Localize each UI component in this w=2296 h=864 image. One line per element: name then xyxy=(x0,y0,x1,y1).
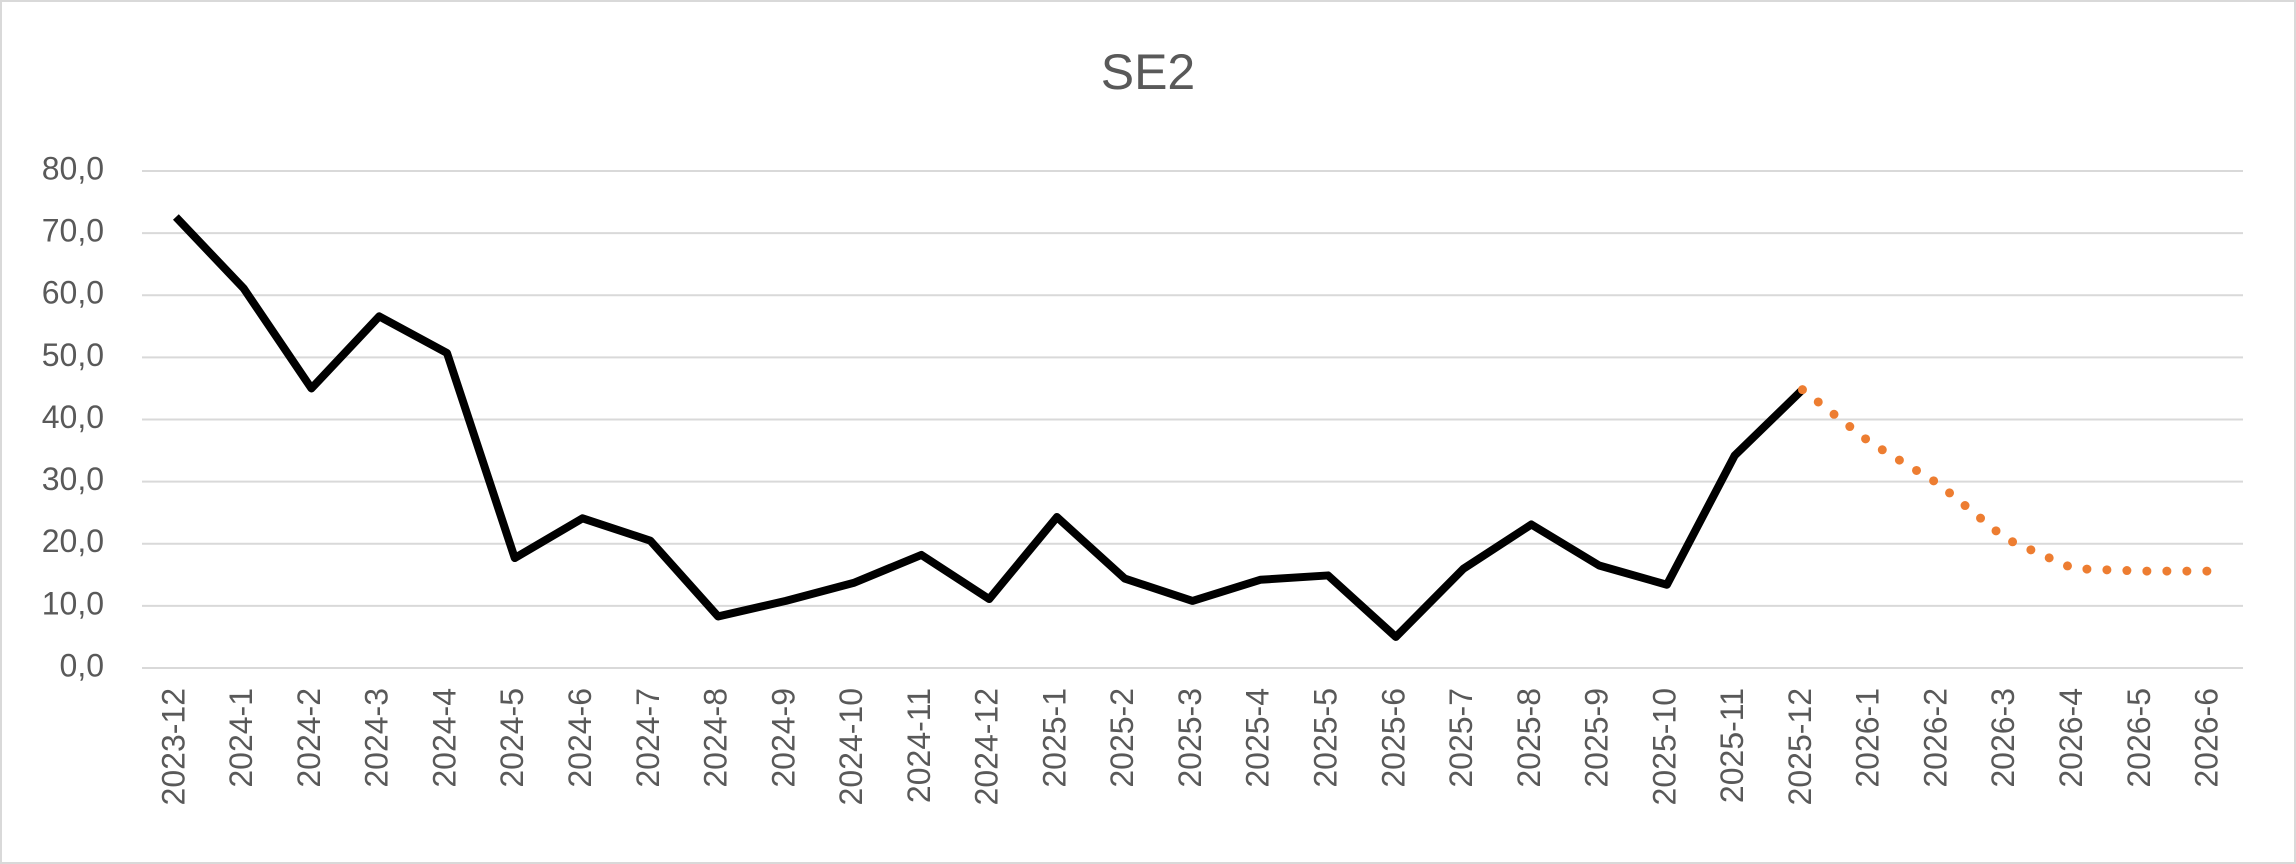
y-tick-label: 70,0 xyxy=(42,213,104,249)
y-tick-label: 0,0 xyxy=(60,647,104,683)
y-tick-label: 20,0 xyxy=(42,523,104,559)
y-tick-label: 10,0 xyxy=(42,585,104,621)
y-tick-label: 60,0 xyxy=(42,275,104,311)
x-tick-label: 2024-7 xyxy=(630,688,666,788)
x-tick-label: 2026-4 xyxy=(2053,688,2089,788)
x-tick-label: 2025-7 xyxy=(1443,688,1479,788)
x-tick-label: 2025-1 xyxy=(1036,688,1072,788)
x-tick-label: 2024-3 xyxy=(359,688,395,788)
x-tick-label: 2025-9 xyxy=(1579,688,1615,788)
y-tick-label: 50,0 xyxy=(42,337,104,373)
chart-title: SE2 xyxy=(1101,44,1196,100)
x-tick-label: 2023-12 xyxy=(155,688,191,805)
x-tick-label: 2024-4 xyxy=(426,688,462,788)
x-tick-label: 2026-5 xyxy=(2121,688,2157,788)
x-tick-label: 2026-6 xyxy=(2189,688,2225,788)
x-tick-label: 2024-2 xyxy=(291,688,327,788)
x-tick-label: 2024-5 xyxy=(494,688,530,788)
y-tick-label: 40,0 xyxy=(42,399,104,435)
x-tick-label: 2024-10 xyxy=(833,688,869,805)
y-tick-label: 80,0 xyxy=(42,150,104,186)
x-tick-label: 2024-11 xyxy=(901,688,937,803)
x-tick-label: 2025-5 xyxy=(1308,688,1344,788)
x-tick-label: 2025-8 xyxy=(1511,688,1547,788)
x-tick-label: 2025-2 xyxy=(1104,688,1140,788)
x-tick-label: 2024-8 xyxy=(698,688,734,788)
x-tick-label: 2025-6 xyxy=(1375,688,1411,788)
x-tick-label: 2025-3 xyxy=(1172,688,1208,788)
series-line xyxy=(172,214,1806,641)
x-tick-label: 2025-4 xyxy=(1240,688,1276,788)
y-tick-label: 30,0 xyxy=(42,461,104,497)
x-tick-label: 2026-3 xyxy=(1985,688,2021,788)
x-tick-label: 2026-1 xyxy=(1850,688,1886,788)
x-tick-label: 2026-2 xyxy=(1917,688,1953,788)
x-tick-label: 2024-6 xyxy=(562,688,598,788)
x-tick-label: 2025-10 xyxy=(1646,688,1682,805)
x-tick-label: 2024-12 xyxy=(969,688,1005,805)
x-tick-label: 2025-11 xyxy=(1714,688,1750,803)
x-tick-label: 2025-12 xyxy=(1782,688,1818,805)
x-tick-label: 2024-9 xyxy=(765,688,801,788)
x-tick-label: 2024-1 xyxy=(223,688,259,788)
